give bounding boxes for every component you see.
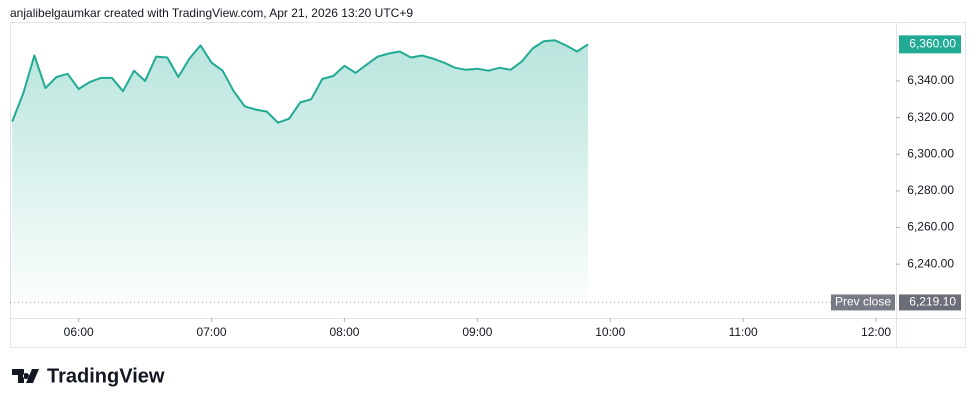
x-tick-label: 09:00 [462,325,492,339]
area [12,40,589,301]
price-line [11,39,589,124]
x-tick-label: 07:00 [197,325,227,339]
x-tick-label: 11:00 [729,325,758,339]
last-price-box [899,35,961,54]
prev-close-box [899,294,961,311]
y-tick-label: 6,240.00 [907,256,954,270]
frame [10,22,966,348]
prev-close-title-box [831,294,895,311]
logo-text: TradingView [47,365,165,387]
y-tick-label: 6,340.00 [907,73,954,87]
x-tick-label: 10:00 [595,325,625,339]
prev-close-title: Prev close [835,295,891,309]
x-tick-label: 06:00 [64,325,94,339]
x-tick-label: 12:00 [861,325,891,339]
last-price-label: 6,360.00 [909,37,956,51]
x-tick-label: 08:00 [329,325,359,339]
logo: TradingView [12,365,165,387]
y-tick-label: 6,320.00 [907,110,954,124]
y-tick-label: 6,280.00 [907,183,954,197]
y-tick-label: 6,260.00 [907,220,954,234]
prev-close-label: 6,219.10 [909,295,956,309]
header: anjalibelgaumkar created with TradingVie… [10,6,413,20]
y-tick-label: 6,300.00 [907,146,954,160]
